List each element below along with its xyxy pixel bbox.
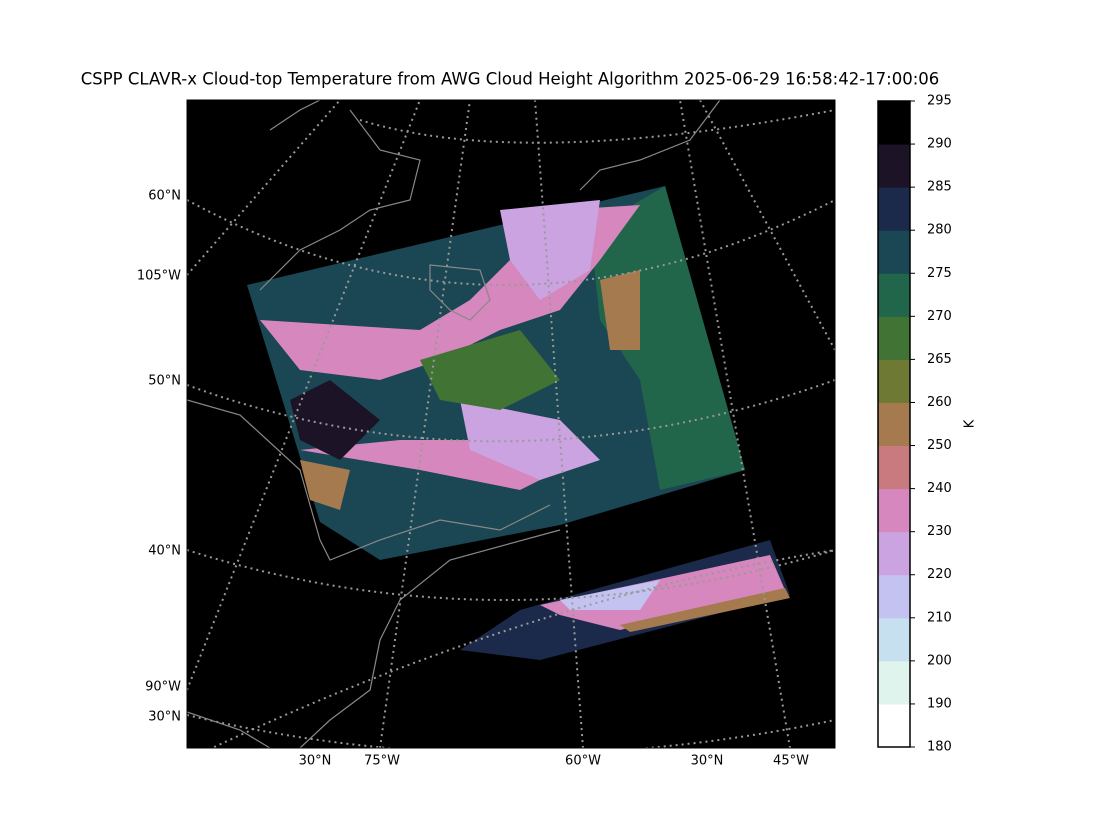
map-lon-label: 60°W [565,754,601,769]
graticule [187,714,835,748]
colorbar-tick-label: 200 [927,653,952,668]
cloud-band [560,580,660,610]
map-lat-label: 60°N [148,189,181,204]
cloud-band [420,330,560,410]
colorbar-segment [878,230,910,274]
colorbar-tick-label: 290 [927,137,952,152]
map-lon-label: 75°W [364,754,400,769]
cloud-band [600,270,640,350]
cloud-band [620,588,790,632]
colorbar-segment [878,531,910,576]
swath-region [590,186,745,490]
colorbar-segment [878,703,910,748]
colorbar-segment [878,316,910,360]
colorbar-tick-label: 295 [927,94,952,109]
colorbar-tick-label: 190 [927,696,952,711]
colorbar-tick-label: 270 [927,309,952,324]
colorbar-segment [878,488,910,533]
colorbar-segment [878,574,910,619]
colorbar-segment [878,101,910,145]
colorbar-tick-label: 210 [927,610,952,625]
colorbar-segment [878,402,910,447]
graticule [209,549,835,748]
colorbar-tick-label: 220 [927,567,952,582]
coastline [429,264,491,321]
graticule [379,100,471,748]
colorbar-segment [878,273,910,317]
map-lat-label: 50°N [148,374,181,389]
colorbar-segment [878,617,910,662]
graticule [534,100,584,748]
graticule [187,100,421,691]
colorbar-tick-label: 275 [927,266,952,281]
map-frame [186,99,836,749]
map-lon-label: 30°N [691,754,724,769]
colorbar-frame [877,100,911,748]
coastline [187,529,561,748]
map [186,99,836,749]
graticule [187,100,341,276]
title: CSPP CLAVR-x Cloud-top Temperature from … [81,70,940,89]
map-lon-label: 30°N [299,754,332,769]
coastline [259,100,421,291]
colorbar-tick-label: 250 [927,438,952,453]
map-lon-label: 45°W [773,754,809,769]
colorbar-tick-label: 280 [927,223,952,238]
colorbar-tick-label: 285 [927,180,952,195]
map-lat-label: 30°N [148,710,181,725]
coastline [187,100,721,561]
cloud-band [540,555,785,630]
colorbar-tick-label: 265 [927,352,952,367]
colorbar-segment [878,359,910,403]
graticule [679,100,791,748]
colorbar-segment [878,187,910,231]
colorbar: 180 190 200 210 220 230 240 250 260 265 270 275 280 2… [877,94,952,755]
map-content [187,100,835,748]
graticule [187,549,835,601]
colorbar-label: K [963,419,978,428]
colorbar-segment [878,660,910,705]
colorbar-segment [878,445,910,490]
colorbar-tick-label: 180 [927,740,952,755]
colorbar-tick-label: 260 [927,395,952,410]
cloud-band [300,460,350,510]
map-lat-label: 105°W [137,269,181,284]
colorbar-segment [878,144,910,188]
colorbar-tick-label: 240 [927,481,952,496]
cloud-band [500,200,600,300]
graticule [187,379,835,443]
map-lat-label: 40°N [148,544,181,559]
colorbar-tick-label: 230 [927,524,952,539]
cloud-band [290,380,380,460]
map-lat-label: 90°W [145,680,181,695]
